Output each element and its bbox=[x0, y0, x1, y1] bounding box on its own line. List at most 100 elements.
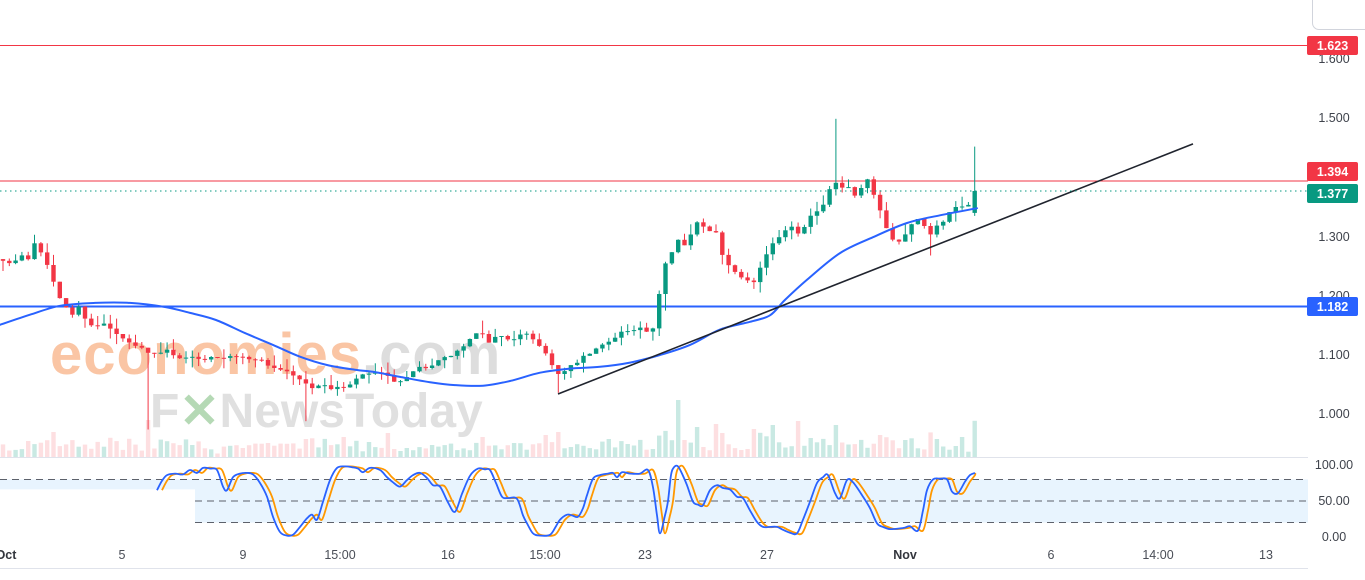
candle-body bbox=[650, 328, 656, 332]
candle-body bbox=[493, 336, 498, 343]
candle-body bbox=[442, 357, 447, 361]
candle-body bbox=[63, 298, 69, 308]
candle-body bbox=[795, 226, 801, 234]
volume-bar bbox=[581, 445, 586, 457]
volume-bar bbox=[196, 441, 201, 457]
candle-body bbox=[448, 355, 454, 358]
volume-bar bbox=[959, 437, 965, 457]
volume-bar bbox=[7, 450, 12, 457]
volume-bar bbox=[45, 440, 50, 457]
candle-body bbox=[127, 338, 132, 343]
volume-bar bbox=[183, 439, 189, 457]
volume-bar bbox=[808, 438, 813, 457]
candle-body bbox=[177, 355, 182, 359]
time-label-16: 16 bbox=[441, 548, 455, 562]
candle-body bbox=[877, 194, 883, 211]
candle-body bbox=[518, 334, 523, 340]
candle-body bbox=[694, 222, 700, 235]
candle-body bbox=[366, 373, 372, 375]
candle-body bbox=[840, 182, 845, 188]
volume-bar bbox=[732, 448, 738, 457]
volume-bar bbox=[896, 448, 902, 457]
volume-bar bbox=[884, 437, 889, 457]
stoch-band-strip bbox=[0, 479, 195, 490]
volume-bar bbox=[246, 445, 252, 457]
time-label-9: 9 bbox=[239, 548, 247, 562]
candle-body bbox=[972, 191, 977, 213]
candle-body bbox=[682, 239, 687, 246]
candle-body bbox=[436, 360, 441, 366]
trend-line[interactable] bbox=[557, 143, 1194, 395]
stoch-k-line bbox=[156, 464, 976, 537]
volume-bar bbox=[625, 444, 630, 457]
candle-body bbox=[934, 225, 940, 235]
candle-body bbox=[45, 252, 50, 265]
time-label-13: 13 bbox=[1259, 548, 1273, 562]
volume-bar bbox=[89, 448, 94, 457]
volume-bar bbox=[423, 448, 428, 457]
volume-bar bbox=[852, 444, 857, 457]
candle-body bbox=[846, 187, 851, 189]
candle-body bbox=[600, 344, 605, 349]
volume-bar bbox=[297, 448, 302, 457]
volume-bar bbox=[846, 444, 851, 457]
candle-body bbox=[417, 366, 422, 372]
volume-bar bbox=[398, 451, 403, 457]
volume-bar bbox=[770, 425, 775, 457]
candle-body bbox=[941, 221, 946, 226]
candle-body bbox=[953, 207, 958, 213]
candle-body bbox=[461, 346, 466, 351]
candle-body bbox=[322, 385, 327, 387]
volume-bar bbox=[0, 444, 6, 457]
candle-body bbox=[833, 182, 839, 190]
candle-body bbox=[821, 204, 826, 212]
volume-bar bbox=[366, 442, 372, 457]
candle-body bbox=[896, 239, 902, 242]
volume-bar bbox=[486, 445, 492, 457]
watermark-tagline-rest: NewsToday bbox=[219, 385, 483, 438]
volume-bar bbox=[663, 430, 668, 457]
volume-bar bbox=[556, 432, 561, 457]
volume-bar bbox=[877, 435, 883, 457]
volume-bar bbox=[859, 439, 864, 457]
volume-bar bbox=[120, 449, 126, 457]
watermark-tagline: F✕NewsToday bbox=[150, 388, 501, 436]
volume-bar bbox=[676, 400, 681, 457]
candle-body bbox=[530, 333, 536, 340]
volume-bar bbox=[947, 449, 952, 457]
volume-bar bbox=[114, 441, 119, 457]
candle-body bbox=[890, 228, 895, 240]
candle-body bbox=[259, 359, 264, 361]
candle-body bbox=[638, 327, 643, 331]
volume-bar bbox=[145, 420, 151, 457]
price-axis[interactable] bbox=[1308, 0, 1365, 568]
candle-body bbox=[240, 356, 245, 358]
volume-bar bbox=[404, 448, 409, 457]
ma-line[interactable] bbox=[0, 207, 978, 387]
stoch-label-50.00: 50.00 bbox=[1318, 494, 1350, 508]
candle-body bbox=[827, 189, 832, 205]
volume-bar bbox=[253, 443, 258, 457]
volume-bar bbox=[303, 439, 309, 457]
floating-toolbar[interactable] bbox=[1312, 0, 1365, 30]
volume-bar bbox=[619, 441, 624, 457]
time-label-27: 27 bbox=[760, 548, 774, 562]
price-label-1.000: 1.000 bbox=[1318, 407, 1350, 421]
volume-bar bbox=[776, 442, 782, 457]
volume-bar bbox=[701, 447, 706, 457]
candle-body bbox=[947, 212, 952, 222]
candle-body bbox=[587, 353, 592, 356]
candle-body bbox=[152, 352, 157, 354]
candle-body bbox=[676, 239, 681, 253]
candle-body bbox=[631, 330, 637, 332]
volume-bar bbox=[278, 443, 283, 457]
candle-body bbox=[215, 357, 220, 358]
volume-bar bbox=[562, 448, 567, 457]
volume-bar bbox=[76, 446, 81, 457]
candle-body bbox=[347, 384, 353, 388]
volume-bar bbox=[833, 425, 839, 457]
volume-bar bbox=[228, 445, 233, 457]
candle-body bbox=[209, 357, 214, 360]
volume-bar bbox=[354, 440, 359, 457]
